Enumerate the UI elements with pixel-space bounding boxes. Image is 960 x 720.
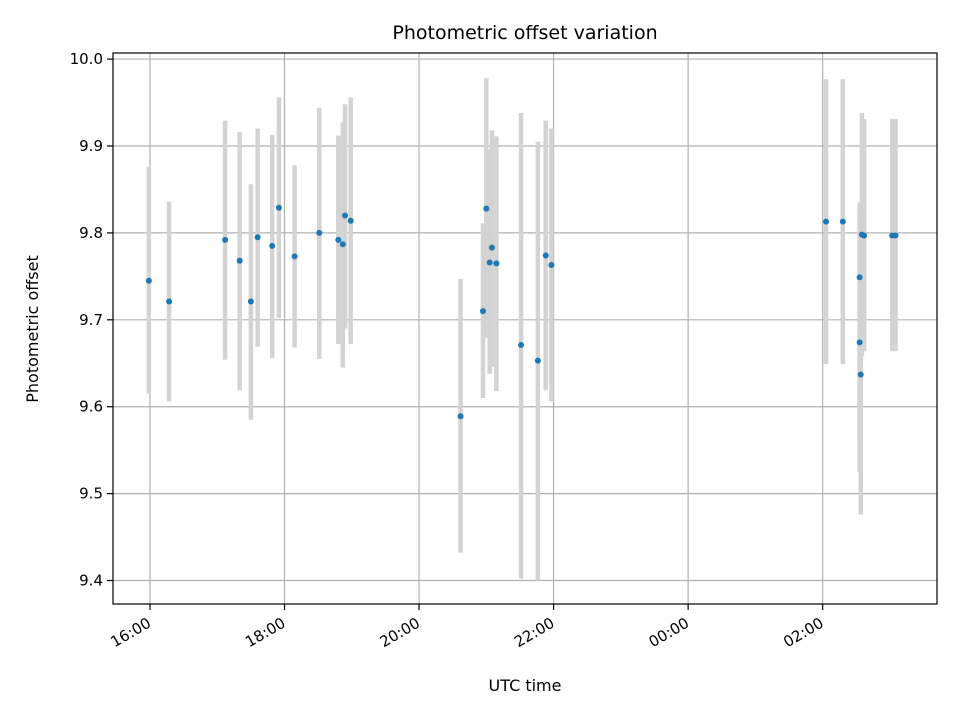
x-tick-label: 18:00	[242, 614, 288, 651]
y-tick-label: 9.7	[79, 311, 103, 329]
data-point	[347, 217, 354, 224]
data-point	[856, 274, 863, 281]
y-tick-label: 9.9	[79, 137, 103, 155]
data-points	[145, 204, 899, 420]
data-point	[488, 244, 495, 251]
error-bars	[146, 78, 898, 581]
data-point	[892, 232, 899, 239]
data-point	[483, 205, 490, 212]
y-axis-label: Photometric offset	[23, 255, 42, 403]
data-point	[839, 218, 846, 225]
x-axis-label: UTC time	[489, 676, 562, 695]
data-point	[479, 308, 486, 315]
data-point	[861, 232, 868, 239]
data-point	[291, 253, 298, 260]
data-point	[542, 252, 549, 259]
data-point	[236, 257, 243, 264]
data-point	[222, 236, 229, 243]
data-point	[254, 234, 261, 241]
data-point	[166, 298, 173, 305]
x-tick-label: 20:00	[377, 614, 423, 651]
data-point	[342, 212, 349, 219]
y-tick-label: 9.4	[79, 572, 103, 590]
data-point	[247, 298, 254, 305]
data-point	[339, 241, 346, 248]
data-point	[316, 229, 323, 236]
plot-frame	[112, 52, 938, 605]
chart-title: Photometric offset variation	[392, 22, 657, 44]
x-tick-label: 02:00	[780, 614, 826, 651]
data-point	[335, 236, 342, 243]
data-point	[269, 242, 276, 249]
x-tick-label: 00:00	[646, 614, 692, 651]
data-point	[275, 204, 282, 211]
x-tick-label: 16:00	[108, 614, 154, 651]
grid	[113, 53, 937, 604]
x-axis-ticks: 16:00 18:00 20:00 22:00 00:00 02:00	[108, 604, 827, 651]
data-point	[856, 339, 863, 346]
y-tick-label: 9.8	[79, 224, 103, 242]
data-point	[518, 342, 525, 349]
data-point	[457, 413, 464, 420]
y-axis-ticks: 9.4 9.5 9.6 9.7 9.8 9.9 10.0	[70, 50, 113, 590]
data-point	[823, 218, 830, 225]
data-point	[145, 277, 152, 284]
y-tick-label: 10.0	[70, 50, 103, 68]
data-point	[493, 260, 500, 267]
y-tick-label: 9.5	[79, 485, 103, 503]
x-tick-label: 22:00	[511, 614, 557, 651]
data-point	[548, 262, 555, 269]
data-point	[534, 357, 541, 364]
data-point	[857, 371, 864, 378]
y-tick-label: 9.6	[79, 398, 103, 416]
data-point	[486, 259, 493, 266]
